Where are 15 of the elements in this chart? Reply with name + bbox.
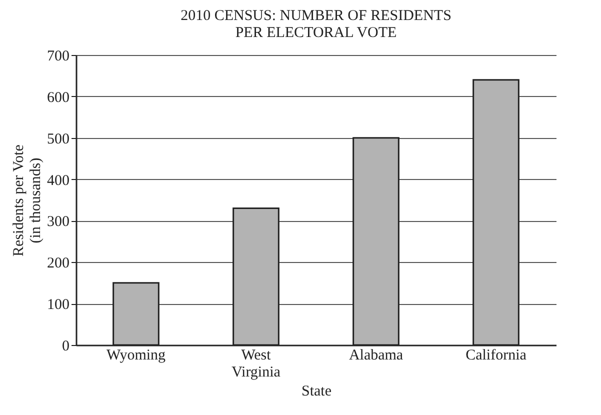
y-tick-label: 0 (62, 338, 70, 354)
y-tick-label: 400 (47, 172, 70, 189)
y-tick-label: 700 (47, 48, 70, 64)
x-tick-label: West Virginia (232, 348, 281, 380)
x-tick-label: Alabama (348, 348, 404, 364)
x-axis-title: State (302, 384, 332, 400)
chart-title: 2010 CENSUS: NUMBER OF RESIDENTS PER ELECTORAL VOTE (180, 8, 452, 41)
y-axis-title: Residents per Vote (in thousands) (11, 144, 44, 256)
y-tick-label: 200 (47, 256, 70, 272)
y-tick-label: 100 (47, 297, 70, 314)
y-tick-label: 600 (47, 90, 70, 106)
x-tick-label: California (466, 348, 527, 364)
y-tick-label: 500 (47, 131, 70, 148)
y-tick-label: 300 (47, 214, 70, 230)
x-tick-label: Wyoming (106, 348, 166, 364)
